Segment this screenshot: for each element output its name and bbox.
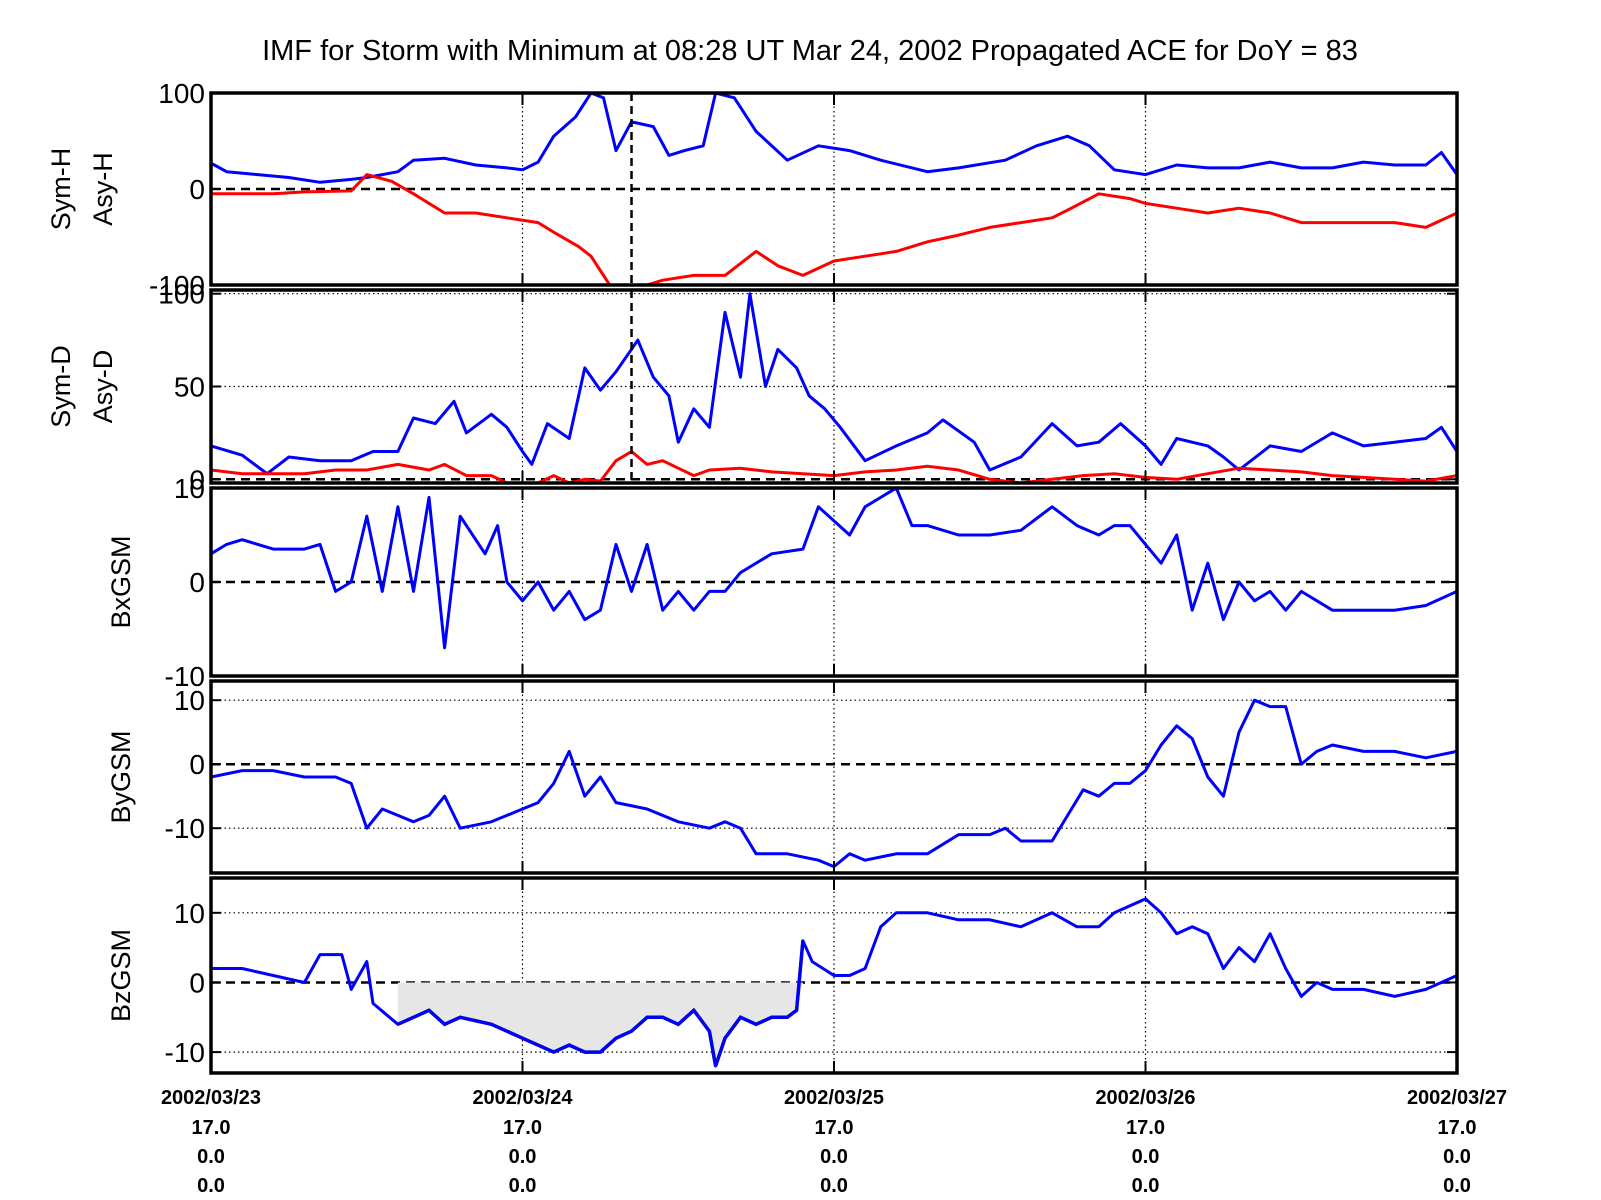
y-tick-label: 10 [174,898,205,929]
x-tick-label: 2002/03/23 [161,1087,261,1109]
panel-bzgsm: -10 0 10 BzGSM [106,876,1459,1075]
x-tick-label: 0.0 [1132,1146,1160,1168]
x-tick-label: 17.0 [1126,1117,1165,1139]
x-tick-label: 0.0 [197,1146,225,1168]
panel-symh-asyh: -100 0 100 Sym-H Asy-H [46,78,1459,301]
panel-frame [209,91,1459,287]
x-tick-label: 0.0 [1443,1146,1471,1168]
x-tick-label: 2002/03/27 [1407,1087,1507,1109]
y-tick-label: 0 [189,967,205,998]
x-tick-label: 2002/03/24 [472,1087,573,1109]
panel-frame [209,288,1459,485]
y-tick-label: 100 [158,78,205,109]
x-tick-label: 0.0 [1443,1175,1471,1197]
southward-bz-shading [397,982,803,1066]
panel-frame [209,876,1459,1075]
y-axis-label: Asy-H [88,152,118,226]
panel-frame [209,679,1459,875]
y-tick-label: -10 [165,1037,205,1068]
x-tick-label: 17.0 [1438,1117,1477,1139]
y-axis-label: Sym-H [46,148,76,231]
x-tick-label: 17.0 [815,1117,854,1139]
y-tick-label: 10 [174,473,205,504]
series-line-symd-asyd-1 [211,450,1457,483]
y-axis-label: BxGSM [106,535,136,628]
x-tick-label: 0.0 [820,1175,848,1197]
x-tick-label: 2002/03/26 [1095,1087,1195,1109]
y-axis-label: BzGSM [106,929,136,1022]
y-tick-label: 0 [189,174,205,205]
x-tick-label: 17.0 [503,1117,542,1139]
panel-bxgsm: -10 0 10 BxGSM [106,473,1459,692]
y-tick-label: -100 [149,270,205,301]
y-tick-label: 0 [189,749,205,780]
y-tick-label: -10 [165,813,205,844]
x-tick-label: 2002/03/25 [784,1087,884,1109]
y-tick-label: 50 [174,372,205,403]
chart-title: IMF for Storm with Minimum at 08:28 UT M… [262,35,1358,67]
series-line-symh-asyh-0 [211,93,1457,184]
y-axis-label: ByGSM [106,730,136,823]
series-line-bxgsm-0 [211,488,1457,650]
series-line-symd-asyd-0 [211,292,1457,476]
panel-bygsm: -10 0 10 ByGSM [106,679,1459,875]
series-line-bygsm-0 [211,698,1457,869]
x-tick-label: 0.0 [509,1146,537,1168]
panel-frame [209,486,1459,678]
y-axis-label: Sym-D [46,345,76,428]
series-line-symh-asyh-1 [211,173,1457,285]
y-axis-label: Asy-D [88,350,118,424]
series-line-bzgsm-0 [211,897,1457,1068]
x-tick-label: 0.0 [820,1146,848,1168]
panel-symd-asyd: 0 50 100 Sym-D Asy-D [46,279,1459,495]
y-tick-label: 10 [174,685,205,716]
y-tick-label: 0 [189,567,205,598]
y-tick-label: -10 [165,661,205,692]
x-tick-label: 17.0 [192,1117,231,1139]
y-tick-label: 0 [189,464,205,495]
y-tick-label: 100 [158,279,205,310]
x-tick-label: 0.0 [1132,1175,1160,1197]
x-tick-label: 0.0 [509,1175,537,1197]
x-tick-label: 0.0 [197,1175,225,1197]
